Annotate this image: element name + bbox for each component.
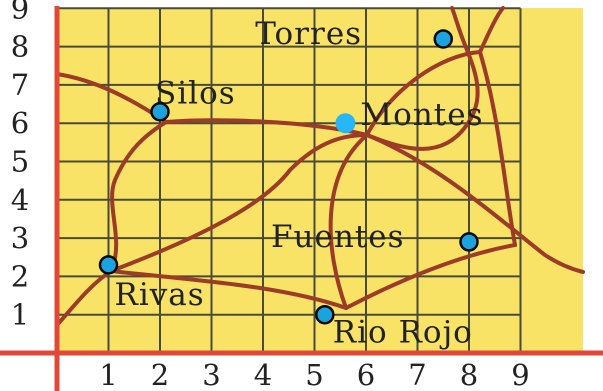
road-rivas-silos — [109, 120, 168, 273]
x-tick-label: 3 — [202, 358, 220, 391]
town-label: Rio Rojo — [333, 315, 473, 351]
town-montes: Montes — [335, 97, 483, 134]
towns: Torres Silos Montes Fuentes Rivas Rio Rojo — [98, 16, 483, 351]
x-tick-label: 2 — [151, 358, 169, 391]
x-tick-label: 1 — [99, 358, 117, 391]
town-label: Montes — [360, 97, 483, 133]
y-tick-label: 3 — [11, 221, 29, 255]
road-southwest — [55, 269, 113, 327]
town-marker[interactable] — [335, 113, 356, 134]
road-rivas-riorojo — [109, 269, 348, 310]
town-label: Fuentes — [271, 219, 405, 255]
x-tick-label: 5 — [305, 358, 323, 391]
y-tick-label: 5 — [11, 145, 29, 179]
road-rivas-montes — [109, 133, 369, 273]
town-marker[interactable] — [98, 255, 119, 275]
y-tick-label: 2 — [11, 259, 29, 293]
road-montes-riorojo — [328, 133, 369, 310]
x-tick-label: 4 — [254, 358, 272, 391]
town-marker[interactable] — [315, 304, 335, 325]
road-torres-fuentes — [478, 50, 517, 247]
town-label: Rivas — [115, 277, 205, 313]
y-tick-label: 6 — [11, 106, 29, 140]
y-tick-label: 9 — [11, 0, 29, 25]
town-rivas: Rivas — [98, 255, 205, 313]
road-montes-torres-east — [365, 6, 480, 151]
town-rio-rojo: Rio Rojo — [315, 304, 473, 351]
town-torres: Torres — [255, 16, 453, 52]
road-montes-east — [365, 133, 585, 274]
town-marker[interactable] — [459, 232, 479, 252]
town-silos: Silos — [150, 76, 236, 122]
axes — [0, 6, 603, 391]
map-background — [57, 8, 583, 353]
town-marker[interactable] — [433, 29, 453, 49]
x-tick-label: 9 — [511, 358, 529, 391]
y-tick-label: 8 — [11, 30, 29, 64]
road-montes-torres — [365, 50, 482, 137]
x-tick-label: 7 — [408, 358, 426, 391]
x-tick-label: 6 — [357, 358, 375, 391]
y-tick-label: 7 — [11, 68, 29, 102]
x-tick-label: 8 — [460, 358, 478, 391]
road-torres-north — [478, 6, 505, 54]
town-marker[interactable] — [150, 101, 170, 122]
y-tick-label: 4 — [11, 183, 29, 217]
town-label: Torres — [255, 16, 362, 52]
town-fuentes: Fuentes — [271, 219, 479, 255]
road-riorojo-fuentes — [344, 243, 517, 310]
y-tick-label: 1 — [11, 298, 29, 332]
town-label: Silos — [155, 76, 236, 112]
